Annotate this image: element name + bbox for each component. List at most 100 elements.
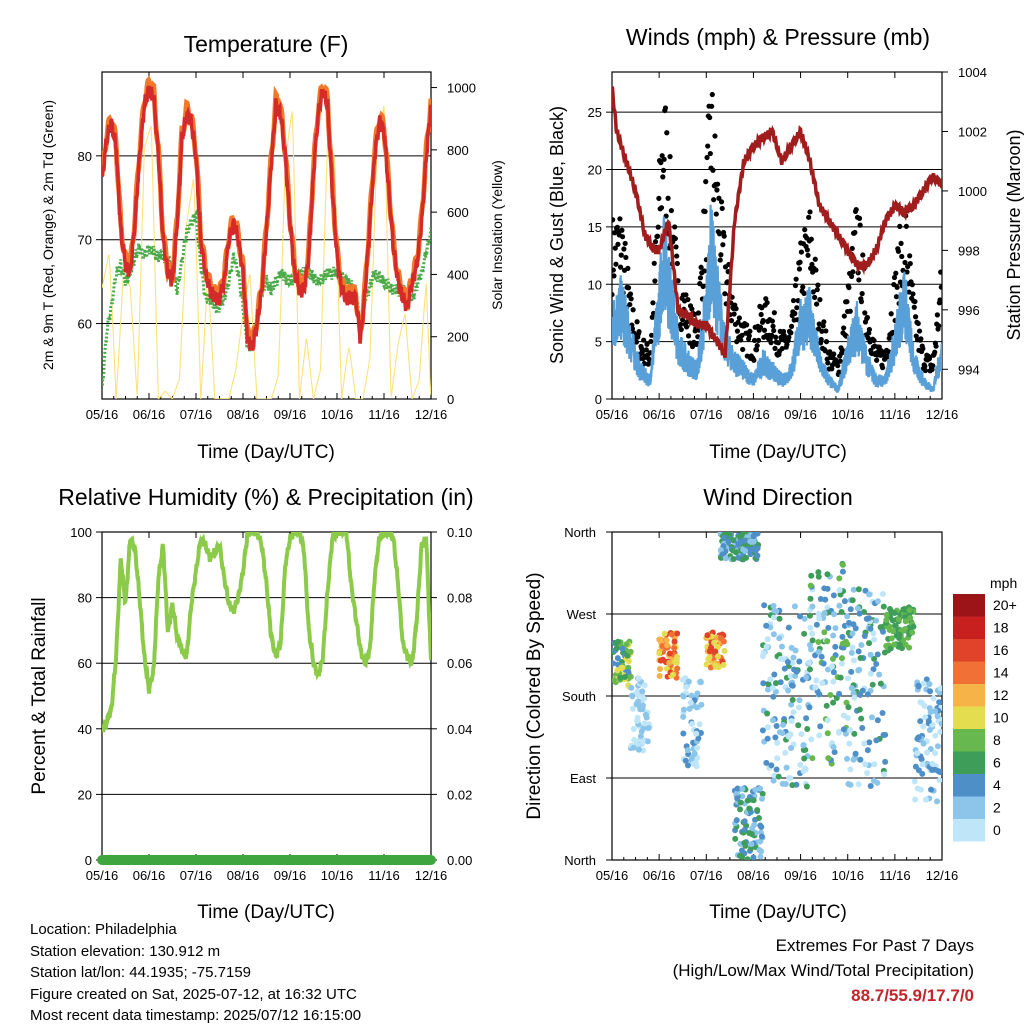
gust-point (816, 321, 822, 327)
gust-point (615, 241, 621, 247)
direction-point (635, 675, 642, 682)
gust-point (704, 154, 710, 161)
direction-point (925, 718, 932, 725)
direction-point (737, 538, 744, 545)
direction-point (657, 637, 664, 644)
direction-point (671, 659, 678, 666)
direction-point (773, 608, 780, 615)
gust-point (918, 336, 924, 342)
direction-point (873, 617, 880, 624)
direction-point (867, 670, 874, 677)
winds-ytick-label: 15 (588, 220, 602, 235)
direction-point (847, 726, 854, 733)
direction-point (656, 666, 663, 673)
direction-ytick-label: West (567, 607, 597, 622)
direction-point (789, 782, 796, 789)
winds-xtick-label: 07/16 (690, 407, 723, 422)
direction-point (892, 622, 899, 629)
gust-point (932, 349, 938, 355)
direction-point (845, 619, 852, 626)
direction-point (859, 725, 866, 732)
direction-point (693, 704, 700, 711)
direction-point (624, 652, 631, 659)
gust-point (847, 308, 853, 314)
direction-point (930, 695, 937, 702)
direction-point (625, 668, 632, 675)
gust-point (673, 244, 679, 250)
gust-point (738, 337, 744, 343)
direction-point (847, 606, 854, 613)
temperature-ytick-right-label: 1000 (447, 81, 476, 96)
direction-point (796, 658, 803, 665)
direction-point (846, 740, 853, 747)
temperature-xtick-label: 07/16 (180, 407, 213, 422)
direction-point (764, 735, 771, 742)
gust-point (893, 270, 899, 276)
gust-point (736, 315, 742, 321)
direction-point (752, 786, 759, 793)
direction-point (858, 642, 865, 649)
direction-point (763, 643, 770, 650)
gust-point (938, 284, 942, 290)
direction-point (773, 723, 780, 730)
direction-point (684, 747, 691, 754)
gust-point (678, 321, 684, 328)
gust-point (712, 133, 718, 139)
direction-point (734, 785, 741, 792)
direction-point (800, 742, 807, 749)
direction-point (629, 693, 636, 700)
temperature-ytick-label: 70 (78, 233, 92, 248)
winds-ytick-right-label: 1004 (958, 65, 987, 80)
gust-point (786, 334, 792, 340)
gust-point (648, 338, 654, 345)
direction-point (866, 640, 873, 647)
gust-point (623, 254, 629, 261)
direction-point (848, 668, 855, 675)
direction-xtick-label: 09/16 (784, 868, 817, 883)
direction-point (621, 673, 628, 680)
humidity-ytick-label: 40 (78, 722, 92, 737)
gust-point (792, 310, 798, 317)
direction-point (808, 572, 815, 579)
direction-point (625, 664, 632, 671)
direction-point (874, 779, 881, 786)
direction-point (883, 616, 890, 623)
gust-point (831, 351, 837, 357)
direction-point (720, 661, 727, 668)
direction-point (862, 761, 869, 768)
humidity-ytick-right-label: 0.08 (447, 591, 472, 606)
direction-point (613, 645, 620, 652)
winds-xlabel: Time (Day/UTC) (709, 442, 847, 463)
direction-point (876, 671, 883, 678)
direction-point (936, 689, 942, 696)
direction-point (748, 830, 755, 837)
gust-point (916, 328, 923, 334)
direction-point (882, 758, 889, 765)
winds-xtick-label: 05/16 (596, 407, 629, 422)
direction-point (772, 734, 779, 741)
direction-point (830, 744, 837, 751)
direction-point (687, 699, 694, 706)
temperature-xlabel: Time (Day/UTC) (197, 442, 335, 463)
direction-point (757, 853, 764, 860)
direction-point (763, 759, 770, 766)
colorbar-swatch (953, 684, 985, 707)
direction-point (845, 675, 852, 682)
direction-xtick-label: 06/16 (643, 868, 676, 883)
humidity-ytick-right-label: 0.06 (447, 656, 472, 671)
extremes-subtitle: (High/Low/Max Wind/Total Precipitation) (672, 961, 974, 980)
direction-point (722, 555, 729, 562)
direction-point (926, 727, 933, 734)
direction-point (777, 655, 784, 662)
direction-point (836, 602, 843, 609)
humidity-xtick-label: 06/16 (133, 868, 166, 883)
colorbar-swatch (953, 774, 985, 797)
gust-point (930, 363, 936, 369)
direction-point (847, 766, 854, 773)
gust-point (850, 269, 856, 275)
direction-point (645, 725, 652, 732)
direction-point (630, 725, 637, 732)
gust-point (754, 342, 760, 349)
direction-point (855, 586, 862, 593)
